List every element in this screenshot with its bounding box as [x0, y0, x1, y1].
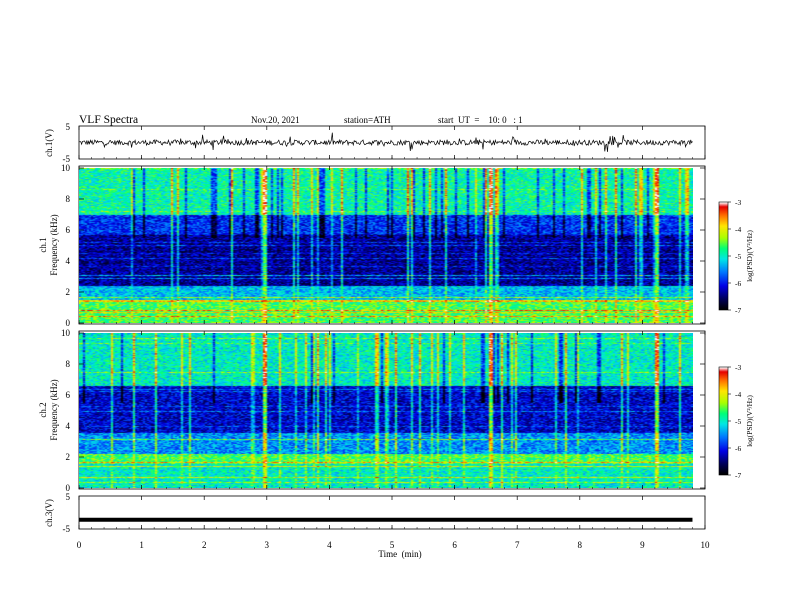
colorbar-tick-label: -4 [735, 225, 741, 234]
ch3-waveform-frame [78, 495, 706, 530]
chart-title: VLF Spectra [79, 114, 138, 126]
ch1-colorbar-image [719, 202, 728, 310]
time-tick-label: 10 [701, 540, 711, 550]
colorbar-tick-label: -4 [735, 390, 741, 399]
ch2-colorbar-label: log(PSD)(V²/Hz) [745, 395, 754, 447]
ch2-colorbar-ticks: -3 -4 -5 -6 -7 [728, 363, 741, 480]
time-tick-label: 6 [452, 540, 457, 550]
ch1-colorbar: -3 -4 -5 -6 -7 log(PSD)(V²/Hz) [718, 198, 754, 315]
time-tick-label: 7 [515, 540, 520, 550]
ch1-frequency-ticks: 0 2 4 6 8 10 [61, 163, 705, 328]
time-tick-label: 4 [327, 540, 332, 550]
frequency-tick-label: 2 [66, 287, 71, 297]
ch3-waveform-panel: 5 -5 ch.3(V) [44, 492, 706, 534]
frequency-tick-label: 4 [66, 256, 71, 266]
ch1-waveform-ylabel: ch.1(V) [44, 129, 54, 157]
frequency-tick-label: 10 [61, 328, 71, 338]
ch1-ytick-top: 5 [66, 122, 71, 132]
ch1-spectrogram-ylabel: Frequency (kHz) [49, 214, 59, 275]
ch1-waveform-panel: 5 -5 ch.1(V) [44, 122, 706, 164]
frequency-tick-label: 10 [61, 163, 71, 173]
ch1-colorbar-ticks: -3 -4 -5 -6 -7 [728, 198, 741, 315]
date-label: Nov.20, 2021 [251, 115, 300, 125]
time-tick-label: 5 [390, 540, 395, 550]
colorbar-tick-label: -7 [735, 471, 741, 480]
frequency-tick-label: 0 [66, 483, 71, 493]
ch1-spectrogram-image [79, 168, 693, 323]
ch2-spectrogram-ylabel: Frequency (kHz) [49, 379, 59, 440]
colorbar-tick-label: -5 [735, 252, 741, 261]
station-label: station=ATH [344, 115, 391, 125]
frequency-tick-label: 8 [66, 359, 71, 369]
ch1-waveform-line [78, 132, 693, 152]
time-tick-label: 3 [265, 540, 270, 550]
ch3-ytick-top: 5 [66, 492, 71, 502]
colorbar-tick-label: -3 [735, 363, 741, 372]
ch2-frequency-ticks: 0 2 4 6 8 10 [61, 328, 705, 493]
ch2-colorbar-image [719, 367, 728, 475]
ch1-ytick-bottom: -5 [63, 154, 71, 164]
colorbar-tick-label: -7 [735, 306, 741, 315]
ch2-spectrogram-image [79, 333, 693, 488]
time-axis: 0 1 2 3 4 5 6 7 8 9 10 [77, 126, 710, 550]
time-tick-label: 8 [578, 540, 583, 550]
ch2-spectrogram-channel-label: ch.2 [38, 402, 48, 417]
ch2-colorbar: -3 -4 -5 -6 -7 log(PSD)(V²/Hz) [718, 363, 754, 480]
frequency-tick-label: 6 [66, 390, 71, 400]
frequency-tick-label: 6 [66, 225, 71, 235]
colorbar-tick-label: -5 [735, 417, 741, 426]
colorbar-tick-label: -6 [735, 444, 741, 453]
frequency-tick-label: 4 [66, 421, 71, 431]
ch3-ytick-bottom: -5 [63, 524, 71, 534]
frequency-tick-label: 8 [66, 194, 71, 204]
time-tick-label: 2 [202, 540, 207, 550]
colorbar-tick-label: -6 [735, 279, 741, 288]
colorbar-tick-label: -3 [735, 198, 741, 207]
ch1-spectrogram-panel: 0 2 4 6 8 10 ch.1 Frequency (kHz) [38, 163, 706, 328]
time-tick-label: 9 [640, 540, 645, 550]
ch3-waveform-ylabel: ch.3(V) [44, 499, 54, 527]
frequency-tick-label: 2 [66, 452, 71, 462]
start-ut-label: start UT = 10: 0 : 1 [438, 115, 523, 125]
frequency-tick-label: 0 [66, 318, 71, 328]
time-tick-label: 1 [139, 540, 144, 550]
time-axis-label: Time (min) [378, 549, 421, 559]
ch1-spectrogram-channel-label: ch.1 [38, 237, 48, 252]
ch1-colorbar-label: log(PSD)(V²/Hz) [745, 230, 754, 282]
time-tick-label: 0 [77, 540, 82, 550]
ch2-spectrogram-panel: 0 2 4 6 8 10 ch.2 Frequency (kHz) [38, 328, 706, 493]
